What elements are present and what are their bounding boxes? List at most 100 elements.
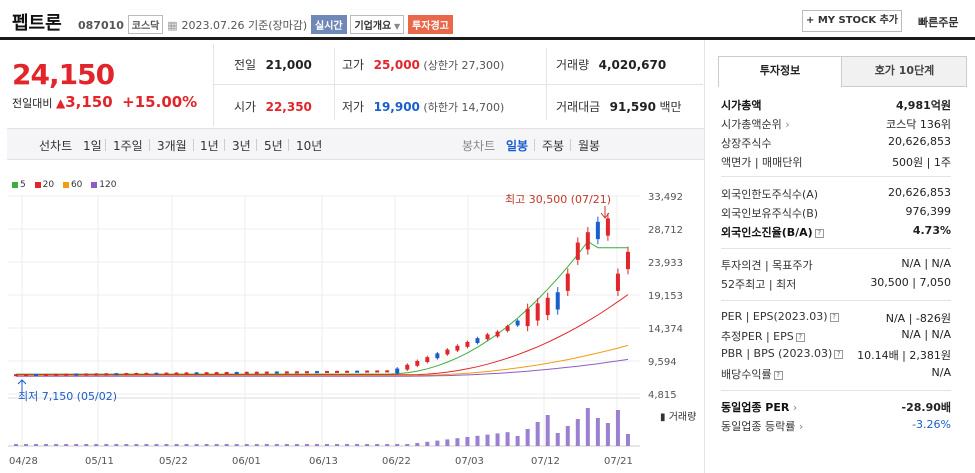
invest-row-value: -28.90배 (901, 401, 951, 414)
volume-bar (445, 439, 450, 446)
tab-quote-10[interactable]: 호가 10단계 (874, 64, 935, 77)
period-3y[interactable]: 3년 (232, 139, 251, 153)
candle (114, 373, 119, 376)
candle (44, 373, 49, 376)
market-tag: 코스닥 (127, 15, 164, 34)
period-3m[interactable]: 3개월 (157, 139, 187, 153)
volume-bar (335, 444, 340, 446)
help-icon[interactable]: ? (834, 349, 844, 359)
ma-legend: 5 20 60 120 (12, 180, 116, 190)
volume-bar (345, 444, 350, 446)
period-divider (288, 139, 289, 151)
high-price: 고가 25,000 (상한가 27,300) (342, 56, 504, 73)
x-axis-labels: 04/28 05/11 05/22 06/01 06/13 06/22 07/03 07/12… (9, 456, 633, 467)
volume-bar (304, 444, 309, 446)
period-bar: 선차트 1일 1주일 3개월 1년 3년 5년 10년 봉차트 일봉 주봉 월봉 (7, 128, 704, 160)
ma60-line (16, 344, 629, 376)
company-overview-button[interactable]: 기업개요 ▼ (350, 15, 405, 34)
candle (204, 372, 209, 375)
open-value: 22,350 (265, 100, 312, 114)
candle-weekly[interactable]: 주봉 (542, 139, 565, 153)
open-price: 시가 22,350 (234, 98, 312, 115)
invest-row-value: 20,626,853 (888, 135, 951, 148)
period-1w[interactable]: 1주일 (113, 139, 143, 153)
realtime-badge[interactable]: 실시간 (311, 15, 347, 34)
candle (515, 320, 520, 326)
volume-bar (595, 418, 600, 446)
amount-value: 91,590 (609, 100, 656, 114)
invest-row-label: PER | EPS(2023.03) (721, 310, 828, 323)
candle (445, 349, 450, 355)
stock-chart[interactable]: 33,492 28,712 23,933 19,153 14,374 9,594 4,815… (0, 188, 704, 473)
volume-bar (104, 444, 109, 446)
candle-monthly[interactable]: 월봉 (578, 139, 601, 153)
volume-bar (585, 408, 590, 446)
invest-row: 동일업종 PER › -28.90배 (721, 399, 951, 415)
volume-bar (485, 434, 490, 446)
candle (395, 368, 400, 374)
period-10y[interactable]: 10년 (296, 139, 323, 153)
ma20-label: 20 (42, 180, 55, 190)
up-triangle-icon: ▲ (55, 96, 66, 110)
candle (355, 370, 360, 373)
y-axis-labels: 33,492 28,712 23,933 19,153 14,374 9,594 4,815 (648, 192, 683, 401)
help-icon[interactable]: ? (814, 228, 824, 238)
invest-row-label: 52주최고 | 최저 (721, 278, 797, 291)
ma120-line (16, 358, 629, 377)
candle (345, 370, 350, 373)
tab-invest-info[interactable]: 투자정보 (718, 56, 842, 87)
candles (14, 213, 630, 377)
volume-bar (465, 437, 470, 446)
ma20-swatch (34, 181, 41, 188)
volume-bar (505, 432, 510, 446)
ma60-label: 60 (70, 180, 83, 190)
company-overview-label: 기업개요 (354, 21, 392, 32)
candle (475, 338, 480, 344)
candle (465, 341, 470, 347)
invest-row-value: 976,399 (905, 205, 952, 218)
candle (525, 308, 530, 327)
high-value: 25,000 (373, 58, 420, 72)
volume-bar (124, 444, 129, 446)
volume-bar (575, 419, 580, 446)
up-arrow-icon (17, 379, 27, 391)
volume-label: 거래량 (556, 58, 590, 72)
low-value: 19,900 (373, 100, 420, 114)
ma120-swatch (91, 181, 98, 188)
quick-order-button[interactable]: 빠른주문 (918, 16, 959, 29)
candle (94, 373, 99, 376)
change-label: 전일대비 (12, 97, 53, 110)
volume-bars (14, 408, 630, 446)
candle (385, 370, 390, 373)
change-percent: +15.00% (122, 93, 198, 111)
invest-row-value: -3.26% (912, 418, 951, 431)
volume-bar (314, 444, 319, 446)
candle (555, 292, 560, 310)
help-icon[interactable]: ? (829, 312, 839, 322)
help-icon[interactable]: ? (773, 370, 783, 380)
candle (314, 371, 319, 374)
header-divider (0, 37, 975, 40)
chevron-down-icon: ▼ (391, 22, 401, 31)
period-divider (570, 139, 571, 151)
chevron-right-icon[interactable]: › (795, 420, 804, 433)
candle (144, 372, 149, 375)
volume-bar (605, 423, 610, 446)
panel-divider (704, 40, 705, 473)
add-mystock-button[interactable]: + MY STOCK 추가 (802, 10, 902, 32)
invest-row: 상장주식수 20,626,853 (721, 135, 951, 151)
help-icon[interactable]: ? (795, 332, 805, 342)
period-5y[interactable]: 5년 (264, 139, 283, 153)
invest-row: 추정PER | EPS? N/A | N/A (721, 328, 951, 344)
chevron-right-icon[interactable]: › (789, 401, 798, 414)
chevron-right-icon[interactable]: › (781, 118, 790, 131)
volume-bar (325, 444, 329, 446)
candle (565, 273, 570, 291)
period-1d[interactable]: 1일 (83, 139, 102, 153)
prev-value: 21,000 (265, 58, 312, 72)
invest-divider (721, 176, 951, 177)
period-1y[interactable]: 1년 (200, 139, 219, 153)
candle-daily[interactable]: 일봉 (506, 139, 529, 153)
candle (234, 371, 239, 374)
ma5-label: 5 (20, 180, 26, 190)
